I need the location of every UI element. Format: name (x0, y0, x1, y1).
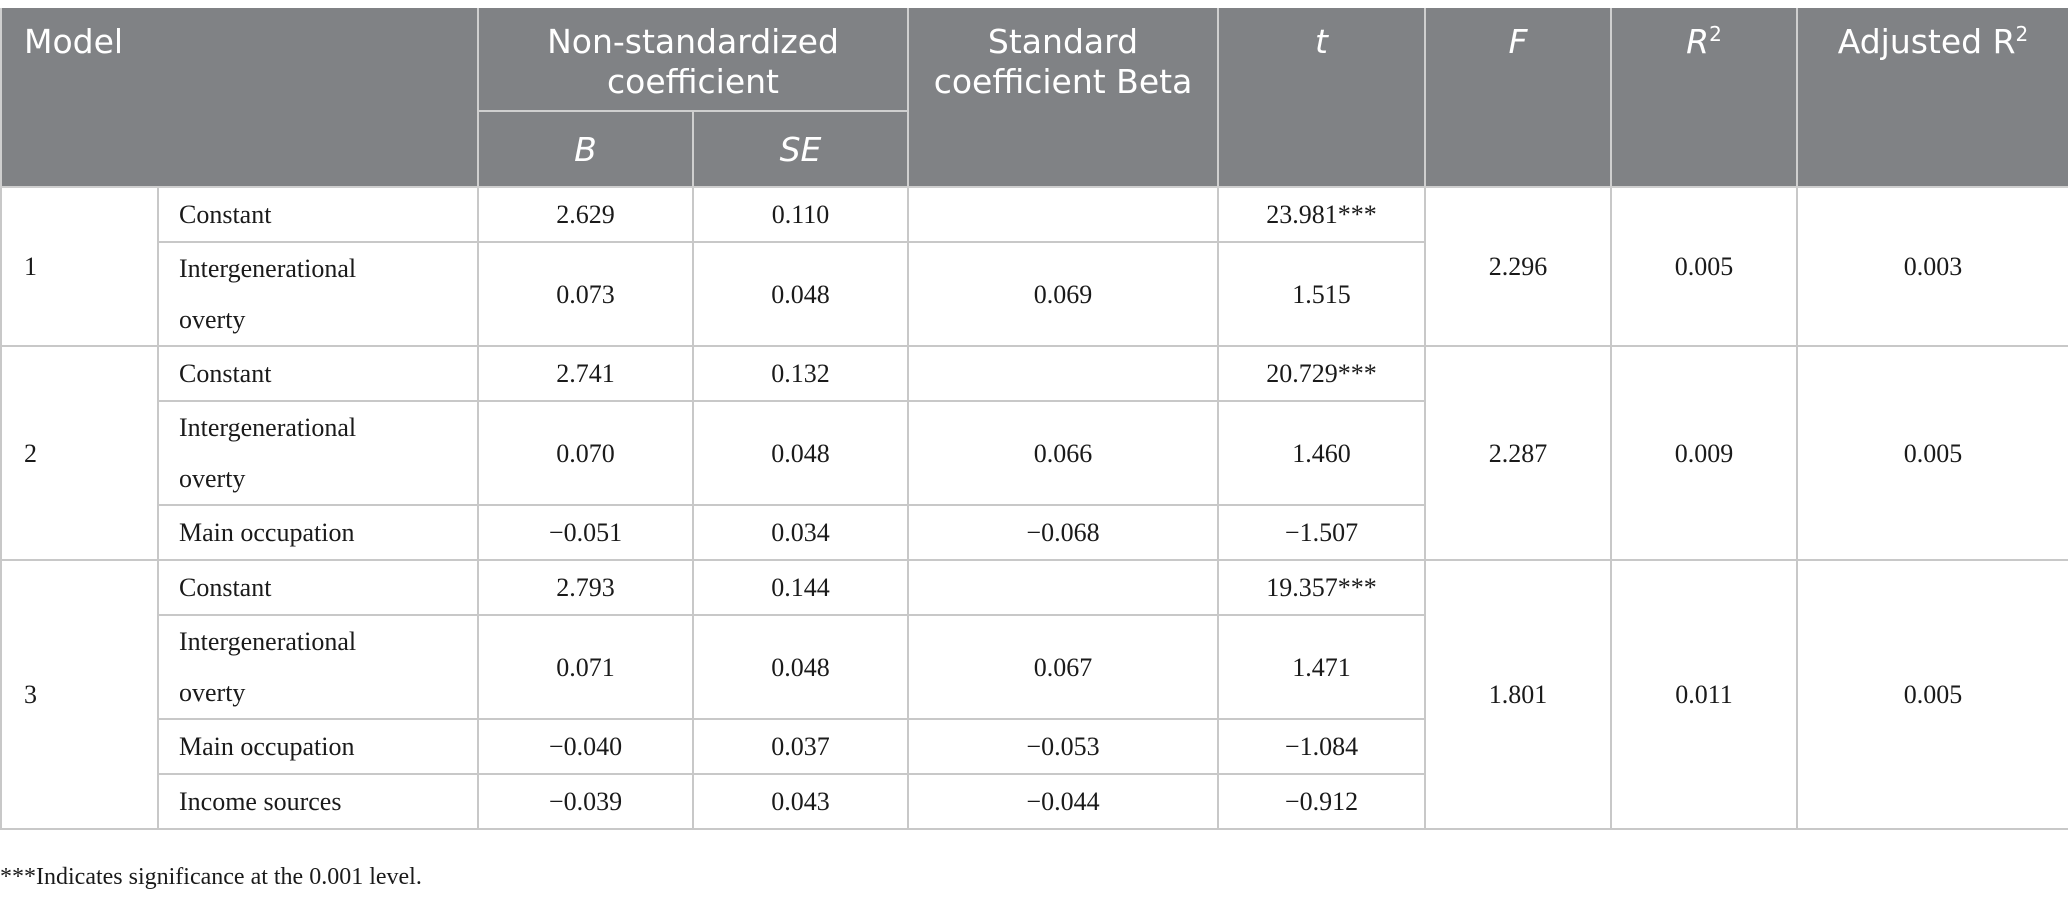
b-value: 2.741 (477, 345, 694, 402)
se-value: 0.048 (692, 241, 909, 347)
r2-header-label: R (1686, 22, 1710, 61)
t-header: t (1217, 8, 1426, 188)
beta-value: −0.068 (907, 504, 1219, 561)
t-value: 19.357*** (1217, 559, 1426, 616)
beta-value (907, 559, 1219, 616)
b-header-label: B (574, 130, 597, 169)
regression-table: Model Non-standardized coefficient Stand… (0, 8, 2068, 830)
t-value: −0.912 (1217, 773, 1426, 830)
se-value: 0.034 (692, 504, 909, 561)
variable-name: Income sources (157, 773, 479, 830)
t-value: 23.981*** (1217, 186, 1426, 243)
b-value: −0.051 (477, 504, 694, 561)
adjusted-r2-value: 0.005 (1796, 345, 2068, 561)
r2-value: 0.009 (1610, 345, 1798, 561)
se-value: 0.110 (692, 186, 909, 243)
beta-value: −0.053 (907, 718, 1219, 775)
variable-name-line1: Intergenerational (179, 254, 357, 283)
variable-name: Constant (157, 345, 479, 402)
b-header: B (477, 111, 694, 188)
beta-value: −0.044 (907, 773, 1219, 830)
beta-value: 0.066 (907, 400, 1219, 506)
variable-name-line1: Intergenerational (179, 627, 357, 656)
variable-name: Constant (157, 186, 479, 243)
adjusted-r2-value: 0.003 (1796, 186, 2068, 347)
table-row: Main occupation −0.051 0.034 −0.068 −1.5… (1, 504, 2068, 561)
beta-value (907, 345, 1219, 402)
variable-name-line2: overty (179, 464, 246, 493)
variable-name: Main occupation (157, 718, 479, 775)
t-value: −1.084 (1217, 718, 1426, 775)
table-row: Income sources −0.039 0.043 −0.044 −0.91… (1, 773, 2068, 830)
beta-value (907, 186, 1219, 243)
r2-header-sup: 2 (1709, 22, 1722, 46)
r2-value: 0.011 (1610, 559, 1798, 830)
adjusted-r2-header: Adjusted R2 (1796, 8, 2068, 188)
header-row-2: B SE (1, 111, 2068, 188)
se-header-label: SE (779, 130, 822, 169)
t-value: 1.460 (1217, 400, 1426, 506)
se-value: 0.048 (692, 614, 909, 720)
adjusted-r2-header-sup: 2 (2015, 22, 2029, 46)
f-value: 2.296 (1424, 186, 1612, 347)
f-value: 1.801 (1424, 559, 1612, 830)
t-value: 20.729*** (1217, 345, 1426, 402)
beta-value: 0.067 (907, 614, 1219, 720)
model-number: 3 (0, 559, 159, 830)
se-header: SE (692, 111, 909, 188)
variable-name-line1: Intergenerational (179, 413, 357, 442)
b-value: 2.793 (477, 559, 694, 616)
table-row: Intergenerational overty 0.073 0.048 0.0… (1, 241, 2068, 347)
f-value: 2.287 (1424, 345, 1612, 561)
se-value: 0.037 (692, 718, 909, 775)
table-row: 1 Constant 2.629 0.110 23.981*** 2.296 0… (0, 186, 2068, 347)
f-header-label: F (1508, 22, 1528, 61)
variable-name: Intergenerational overty (157, 400, 479, 506)
b-value: −0.040 (477, 718, 694, 775)
model-number: 1 (0, 186, 159, 347)
b-value: 0.070 (477, 400, 694, 506)
table-row: 3 Constant 2.793 0.144 19.357*** 1.801 0… (0, 559, 2068, 830)
header-row-1: Model Non-standardized coefficient Stand… (0, 8, 2068, 188)
table-row: Intergenerational overty 0.070 0.048 0.0… (1, 400, 2068, 506)
adjusted-r2-value: 0.005 (1796, 559, 2068, 830)
variable-name-line2: overty (179, 305, 246, 334)
t-value: −1.507 (1217, 504, 1426, 561)
se-value: 0.144 (692, 559, 909, 616)
r2-header: R2 (1610, 8, 1798, 188)
model-header: Model (0, 8, 479, 188)
b-value: 0.073 (477, 241, 694, 347)
se-value: 0.043 (692, 773, 909, 830)
table-row: 2 Constant 2.741 0.132 20.729*** 2.287 0… (0, 345, 2068, 561)
model-number: 2 (0, 345, 159, 561)
b-value: 0.071 (477, 614, 694, 720)
variable-name: Constant (157, 559, 479, 616)
regression-table-container: Model Non-standardized coefficient Stand… (0, 8, 2068, 830)
t-value: 1.515 (1217, 241, 1426, 347)
variable-name-line2: overty (179, 678, 246, 707)
table-row: Intergenerational overty 0.071 0.048 0.0… (1, 614, 2068, 720)
variable-name: Main occupation (157, 504, 479, 561)
non-standardized-header: Non-standardized coefficient (477, 8, 909, 112)
b-value: 2.629 (477, 186, 694, 243)
r2-value: 0.005 (1610, 186, 1798, 347)
f-header: F (1424, 8, 1612, 188)
beta-value: 0.069 (907, 241, 1219, 347)
table-row: Main occupation −0.040 0.037 −0.053 −1.0… (1, 718, 2068, 775)
variable-name: Intergenerational overty (157, 614, 479, 720)
se-value: 0.132 (692, 345, 909, 402)
se-value: 0.048 (692, 400, 909, 506)
table-footnote: ***Indicates significance at the 0.001 l… (0, 864, 422, 890)
b-value: −0.039 (477, 773, 694, 830)
variable-name: Intergenerational overty (157, 241, 479, 347)
t-value: 1.471 (1217, 614, 1426, 720)
t-header-label: t (1315, 22, 1328, 61)
standard-coefficient-header: Standard coefficient Beta (907, 8, 1219, 188)
adjusted-r2-header-label: Adjusted R (1837, 22, 2016, 61)
